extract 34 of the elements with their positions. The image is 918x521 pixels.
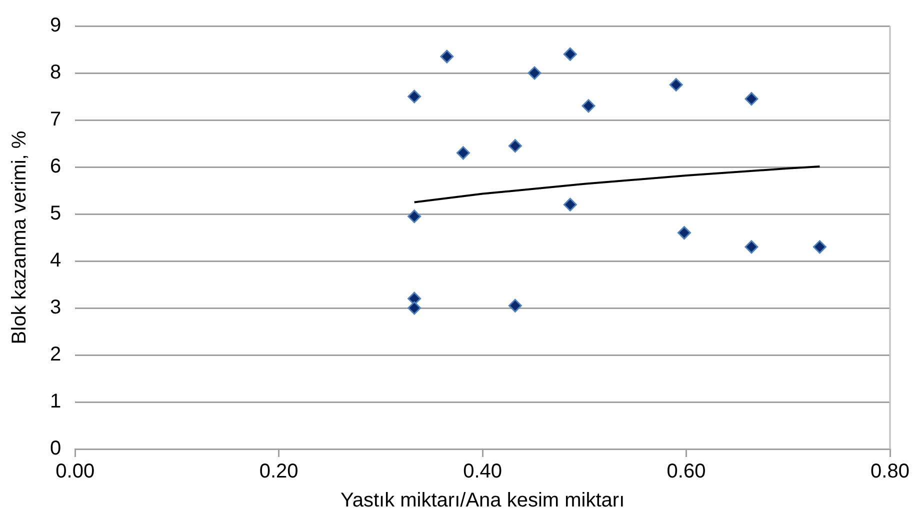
point — [812, 240, 826, 254]
point — [669, 78, 683, 92]
y-tick-label: 6 — [50, 156, 62, 178]
x-axis-title: Yastık miktarı/Ana kesim miktarı — [340, 490, 625, 512]
point — [563, 198, 577, 212]
x-tick-label: 0.60 — [666, 460, 706, 483]
y-tick-label: 1 — [50, 390, 62, 413]
y-tick-label: 4 — [50, 250, 62, 272]
y-tick-label: 0 — [50, 438, 62, 460]
x-tick-label: 0.00 — [56, 460, 95, 483]
point — [408, 210, 422, 224]
y-tick-label: 9 — [50, 14, 62, 37]
point — [408, 301, 422, 315]
point — [508, 139, 522, 153]
point — [440, 50, 454, 64]
x-tick-label: 0.20 — [259, 460, 298, 483]
point — [744, 92, 758, 106]
point — [677, 226, 691, 240]
y-tick-label: 7 — [50, 108, 62, 131]
point — [744, 240, 758, 254]
y-tick-label: 5 — [50, 202, 62, 225]
x-tick-label: 0.40 — [463, 460, 502, 483]
point — [582, 99, 596, 113]
x-tick-label: 0.80 — [870, 460, 910, 483]
y-tick-label: 2 — [50, 344, 62, 366]
y-axis-title: Blok kazanma verimi, % — [8, 130, 31, 344]
point — [563, 47, 577, 61]
point — [408, 90, 422, 104]
point — [508, 298, 522, 312]
y-tick-label: 3 — [50, 296, 62, 319]
point — [528, 66, 542, 80]
y-tick-label: 8 — [50, 62, 62, 84]
point — [408, 292, 422, 306]
point — [456, 146, 470, 160]
